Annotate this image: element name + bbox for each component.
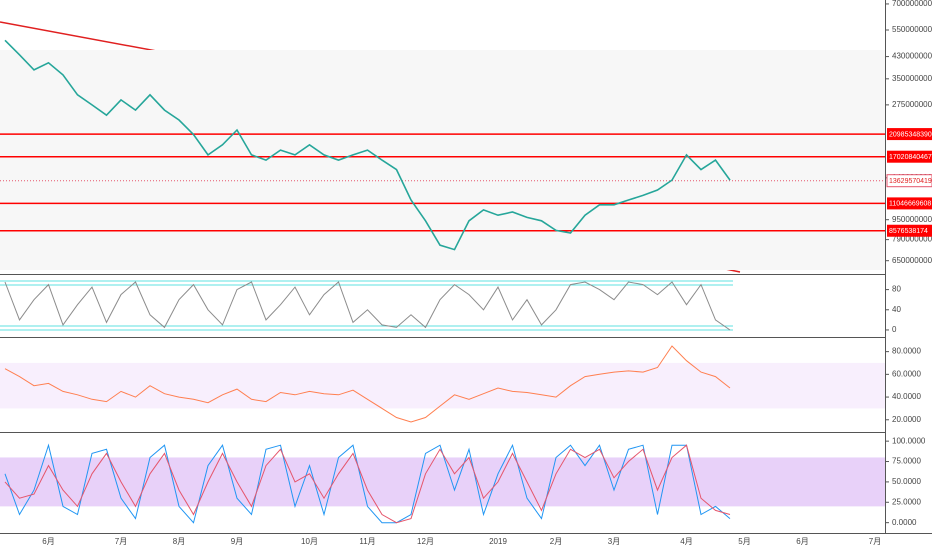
x-tick-label: 4月 <box>680 537 692 546</box>
x-tick-label: 6月 <box>42 537 54 546</box>
series-line <box>4 39 731 251</box>
level-label: 17020840467 <box>889 154 932 161</box>
y-tick-label: 7900000000 <box>892 235 932 244</box>
level-label: 20985348390 <box>889 131 932 138</box>
y-tick-label: 50.0000 <box>892 477 921 486</box>
level-label: 11046669608 <box>889 201 931 208</box>
y-tick-label: 80.0000 <box>892 347 921 356</box>
x-tick-label: 2月 <box>550 537 562 546</box>
series-line <box>4 345 731 423</box>
x-tick-label: 3月 <box>608 537 620 546</box>
x-tick-label: 6月 <box>796 537 808 546</box>
y-tick-label: 0.0000 <box>892 518 917 527</box>
current-price-label: 13629570419 <box>889 178 932 185</box>
y-tick-label: 20.0000 <box>892 415 921 424</box>
y-tick-label: 9500000000 <box>892 215 932 224</box>
level-label-box <box>887 150 932 163</box>
y-tick-label: 35000000000 <box>892 74 932 83</box>
y-tick-label: 60.0000 <box>892 369 921 378</box>
y-tick-label: 70000000000 <box>892 0 932 8</box>
level-label-box <box>887 224 932 237</box>
y-tick-label: 40.0000 <box>892 392 921 401</box>
y-tick-label: 25.0000 <box>892 497 921 506</box>
band <box>0 362 885 409</box>
y-tick-label: 6500000000 <box>892 256 932 265</box>
y-tick-label: 80 <box>892 285 901 294</box>
level-label-box <box>887 197 932 210</box>
x-tick-label: 11月 <box>359 537 375 546</box>
y-tick-label: 55000000000 <box>892 25 932 34</box>
x-tick-label: 2019 <box>489 537 507 546</box>
band <box>0 457 885 507</box>
x-tick-label: 7月 <box>869 537 881 546</box>
x-tick-label: 7月 <box>115 537 127 546</box>
x-tick-label: 10月 <box>301 537 318 546</box>
y-tick-label: 40 <box>892 305 901 314</box>
level-label-box <box>887 128 932 141</box>
y-tick-label: 100.0000 <box>892 436 926 445</box>
y-tick-label: 75.0000 <box>892 457 921 466</box>
x-tick-label: 5月 <box>738 537 750 546</box>
x-tick-label: 9月 <box>231 537 243 546</box>
current-price-box <box>886 174 932 188</box>
y-tick-label: 27500000000 <box>892 100 932 109</box>
series-line <box>4 281 731 331</box>
level-label: 8576538174 <box>889 228 928 235</box>
series-line <box>4 444 731 524</box>
x-tick-label: 8月 <box>173 537 185 546</box>
y-tick-label: 43000000000 <box>892 52 932 61</box>
series-line <box>4 443 731 524</box>
panel-shade <box>0 50 885 270</box>
y-tick-label: 0 <box>892 325 897 334</box>
x-tick-label: 12月 <box>417 537 434 546</box>
